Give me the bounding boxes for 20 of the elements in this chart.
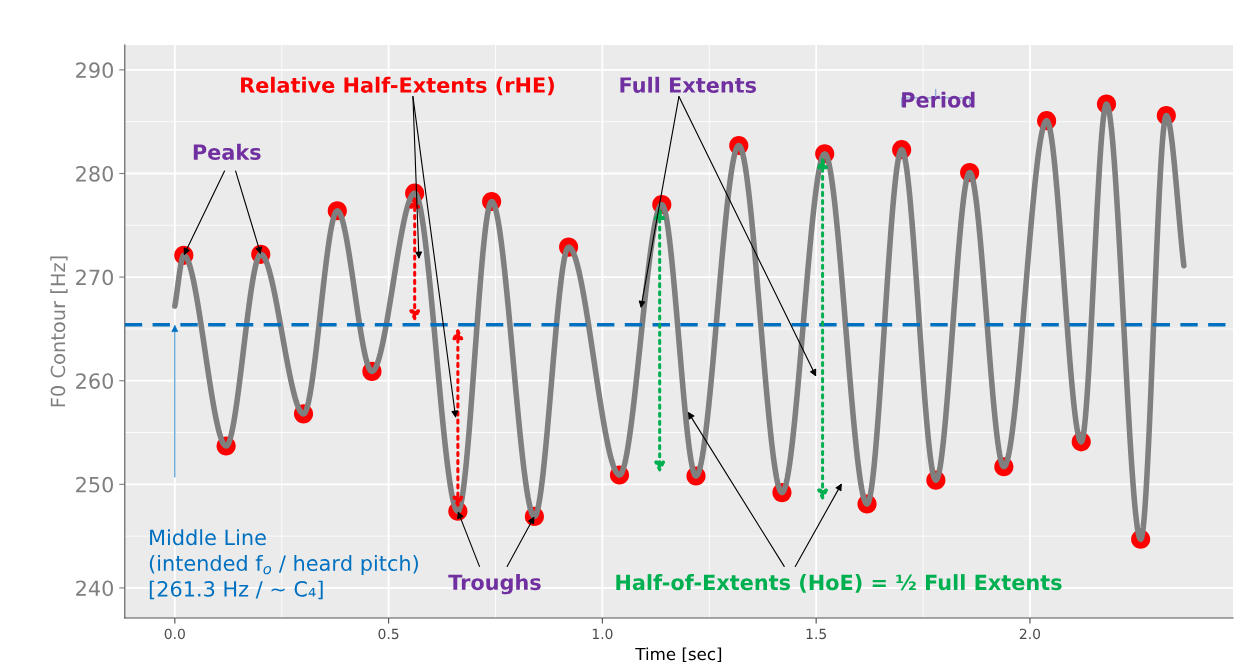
y-tick-label: 270 (76, 269, 113, 286)
y-tick-label: 260 (76, 373, 113, 389)
y-tick-label: 290 (76, 62, 113, 79)
x-tick-label: 0.0 (164, 628, 185, 640)
x-tick-label: 2.0 (1019, 628, 1041, 640)
annotation: Half-of-Extents (HoE) = ½ Full Extents (616, 574, 1062, 593)
annotation: Middle Line (intended f$_{o}$ / heard pitch) [261.3 Hz / ~ C₄] (149, 529, 418, 600)
y-axis-title: F0 Contour [Hz] (50, 256, 68, 407)
x-axis-title: Time [sec] (635, 647, 722, 662)
y-tick-label: 280 (76, 165, 113, 182)
x-tick-label: 0.5 (378, 628, 399, 640)
annotation: Relative Half-Extents (rHE) (241, 76, 554, 96)
x-tick-label: 1.5 (806, 628, 826, 640)
annotation: Peaks (193, 143, 261, 160)
y-tick-label: 240 (76, 580, 113, 597)
annotation: Period (902, 91, 975, 108)
annotation: Full Extents (620, 76, 757, 93)
y-tick-label: 250 (76, 476, 113, 493)
x-tick-label: 1.0 (592, 628, 613, 640)
annotation: Troughs (448, 574, 541, 595)
